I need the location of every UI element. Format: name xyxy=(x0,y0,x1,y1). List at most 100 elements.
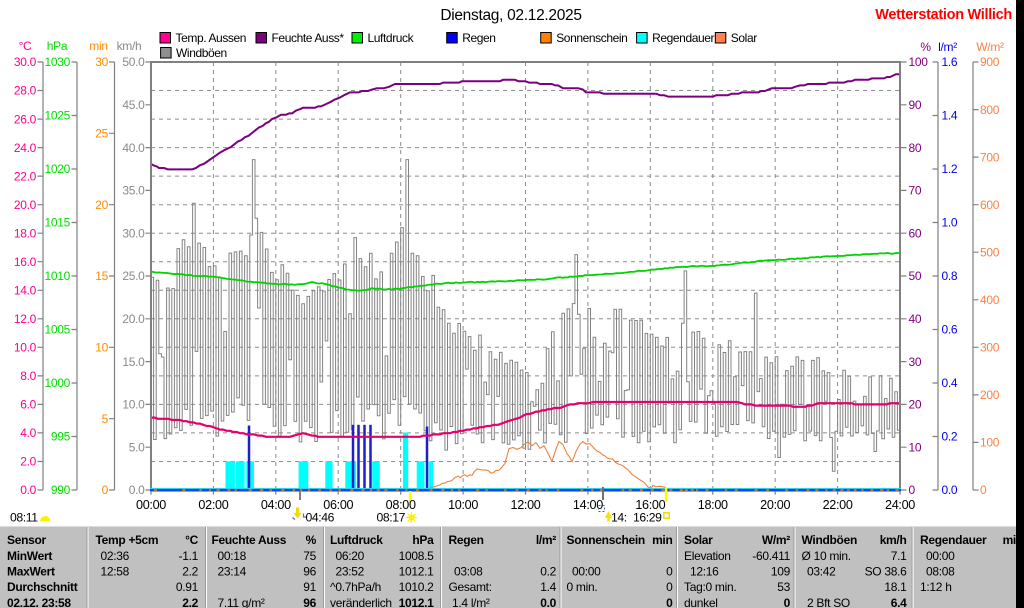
svg-text:30: 30 xyxy=(909,355,922,369)
svg-text:23:52: 23:52 xyxy=(336,565,365,579)
svg-text:0.2: 0.2 xyxy=(540,565,556,579)
svg-text:30: 30 xyxy=(95,55,108,69)
svg-text:0.0: 0.0 xyxy=(20,483,36,497)
svg-text:0: 0 xyxy=(102,483,109,497)
svg-text:l/m²: l/m² xyxy=(536,533,556,547)
svg-text:1012.1: 1012.1 xyxy=(399,565,435,579)
svg-text:04:00: 04:00 xyxy=(261,498,291,512)
svg-text:2.2: 2.2 xyxy=(182,596,198,608)
svg-text:400: 400 xyxy=(980,293,1000,307)
svg-text:30.0: 30.0 xyxy=(122,226,145,240)
svg-text:600: 600 xyxy=(980,198,1000,212)
svg-text:%: % xyxy=(920,40,931,54)
svg-text:14:: 14: xyxy=(611,511,627,525)
svg-text:min: min xyxy=(89,39,107,53)
svg-text:1.2: 1.2 xyxy=(942,162,958,176)
svg-text:10: 10 xyxy=(909,440,922,454)
svg-text:00:00: 00:00 xyxy=(136,498,166,512)
svg-text:0 min.: 0 min. xyxy=(567,580,598,594)
svg-text:100: 100 xyxy=(909,55,929,69)
svg-text:8.0: 8.0 xyxy=(20,369,36,383)
svg-text:Luftdruck: Luftdruck xyxy=(330,533,383,547)
svg-text:0: 0 xyxy=(784,596,791,608)
svg-text:0.0: 0.0 xyxy=(540,596,556,608)
svg-text:1.4: 1.4 xyxy=(942,109,958,123)
svg-text:0.0: 0.0 xyxy=(942,483,958,497)
svg-text:16:29: 16:29 xyxy=(633,511,662,525)
svg-text:1025: 1025 xyxy=(45,109,71,123)
svg-text:6.0: 6.0 xyxy=(20,398,36,412)
svg-text:14.0: 14.0 xyxy=(14,283,37,297)
svg-text:Feuchte Auss*: Feuchte Auss* xyxy=(272,31,345,45)
svg-text:0: 0 xyxy=(666,580,673,594)
svg-text:1020: 1020 xyxy=(45,162,71,176)
svg-text:06:00: 06:00 xyxy=(323,498,353,512)
svg-text:0.4: 0.4 xyxy=(942,376,958,390)
svg-text:18.0: 18.0 xyxy=(14,226,37,240)
svg-text:50: 50 xyxy=(909,269,922,283)
svg-text:26.0: 26.0 xyxy=(14,112,37,126)
svg-text:30.0: 30.0 xyxy=(14,55,37,69)
svg-text:995: 995 xyxy=(51,430,71,444)
svg-text:-60.411: -60.411 xyxy=(752,549,790,563)
svg-text:1030: 1030 xyxy=(45,55,71,69)
svg-text:dunkel: dunkel xyxy=(684,596,718,608)
svg-text:W/m²: W/m² xyxy=(976,40,1004,54)
svg-text:75: 75 xyxy=(303,549,316,563)
svg-text:min: min xyxy=(652,533,672,547)
svg-text:08:11: 08:11 xyxy=(10,511,38,525)
svg-text:100: 100 xyxy=(980,436,1000,450)
svg-text:7.11 g/m²: 7.11 g/m² xyxy=(218,596,265,608)
svg-text:°C: °C xyxy=(19,39,32,53)
svg-text:1.4: 1.4 xyxy=(540,580,556,594)
svg-text:%: % xyxy=(306,533,317,547)
svg-text:1010.2: 1010.2 xyxy=(399,580,435,594)
svg-text:1010: 1010 xyxy=(45,269,71,283)
svg-text:10:00: 10:00 xyxy=(448,498,478,512)
svg-text:Windböen: Windböen xyxy=(176,46,227,60)
svg-text:200: 200 xyxy=(980,388,1000,402)
svg-text:0.0: 0.0 xyxy=(129,483,145,497)
svg-text:16.0: 16.0 xyxy=(14,255,37,269)
svg-text:10.0: 10.0 xyxy=(122,398,145,412)
svg-text:Feuchte Auss: Feuchte Auss xyxy=(212,533,287,547)
svg-text:28.0: 28.0 xyxy=(14,84,37,98)
svg-text:W/m²: W/m² xyxy=(762,533,790,547)
svg-text:SO 38.6: SO 38.6 xyxy=(865,565,908,579)
svg-text:km/h: km/h xyxy=(880,533,907,547)
svg-text:Solar: Solar xyxy=(684,533,713,547)
svg-text:80: 80 xyxy=(909,141,922,155)
svg-text:90: 90 xyxy=(909,98,922,112)
svg-text:96: 96 xyxy=(303,596,316,608)
svg-text:50.0: 50.0 xyxy=(122,55,145,69)
svg-text:500: 500 xyxy=(980,245,1000,259)
svg-text:20: 20 xyxy=(909,398,922,412)
svg-text:1012.1: 1012.1 xyxy=(399,596,435,608)
svg-text:Solar: Solar xyxy=(731,31,757,45)
svg-text:20.0: 20.0 xyxy=(14,198,37,212)
svg-text:km/h: km/h xyxy=(117,39,142,53)
svg-text:25.0: 25.0 xyxy=(122,269,145,283)
svg-text:1.0: 1.0 xyxy=(942,216,958,230)
svg-text:Sonnenschein: Sonnenschein xyxy=(556,31,627,45)
svg-text:hPa: hPa xyxy=(47,39,68,53)
svg-text:Regendauer: Regendauer xyxy=(652,31,714,45)
svg-text:1008.5: 1008.5 xyxy=(399,549,435,563)
svg-text:Sonnenschein: Sonnenschein xyxy=(567,533,645,547)
svg-text:0: 0 xyxy=(666,596,673,608)
svg-text:0.6: 0.6 xyxy=(942,323,958,337)
svg-text:109: 109 xyxy=(771,565,791,579)
svg-text:04:46: 04:46 xyxy=(306,511,335,525)
svg-text:15: 15 xyxy=(95,269,108,283)
svg-text:l/m²: l/m² xyxy=(938,40,957,54)
svg-text:70: 70 xyxy=(909,184,922,198)
svg-text:Temp. Aussen: Temp. Aussen xyxy=(176,31,247,45)
svg-text:900: 900 xyxy=(980,55,1000,69)
svg-text:12:58: 12:58 xyxy=(101,565,130,579)
svg-text:Dienstag, 02.12.2025: Dienstag, 02.12.2025 xyxy=(440,7,581,24)
svg-text:22:00: 22:00 xyxy=(823,498,853,512)
svg-text:Elevation: Elevation xyxy=(684,549,731,563)
svg-text:22.0: 22.0 xyxy=(14,169,37,183)
svg-text:00:00: 00:00 xyxy=(572,565,601,579)
svg-text:0.2: 0.2 xyxy=(942,430,958,444)
